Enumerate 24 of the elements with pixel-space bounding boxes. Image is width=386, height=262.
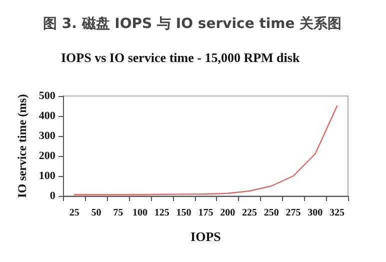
y-tick-label: 300 <box>38 130 56 142</box>
y-tick-label: 0 <box>50 190 56 202</box>
x-tick-label: 200 <box>220 208 236 218</box>
x-tick-label: 275 <box>286 208 301 218</box>
x-tick-label: 75 <box>113 208 124 218</box>
x-tick-label: 175 <box>198 208 214 218</box>
x-tick-label: 225 <box>242 208 257 218</box>
chart-subtitle: IOPS vs IO service time - 15,000 RPM disk <box>61 50 300 65</box>
line-series <box>74 105 338 196</box>
y-axis-title: IO service time (ms) <box>15 94 29 198</box>
x-tick-label: 250 <box>264 208 279 218</box>
x-tick-label: 25 <box>69 208 80 218</box>
x-tick-label: 300 <box>308 208 323 218</box>
x-tick-label: 50 <box>91 208 102 218</box>
x-axis-title: IOPS <box>190 229 221 244</box>
x-tick-label: 100 <box>132 208 148 218</box>
x-tick-label: 325 <box>330 208 345 218</box>
y-tick-label: 500 <box>38 90 56 102</box>
x-tick-label: 125 <box>154 208 170 218</box>
y-tick-label: 100 <box>38 170 56 182</box>
x-tick-label: 150 <box>176 208 192 218</box>
chart-title: 图 3. 磁盘 IOPS 与 IO service time 关系图 <box>43 15 342 32</box>
y-tick-label: 200 <box>38 150 56 162</box>
y-tick-label: 400 <box>38 110 56 122</box>
